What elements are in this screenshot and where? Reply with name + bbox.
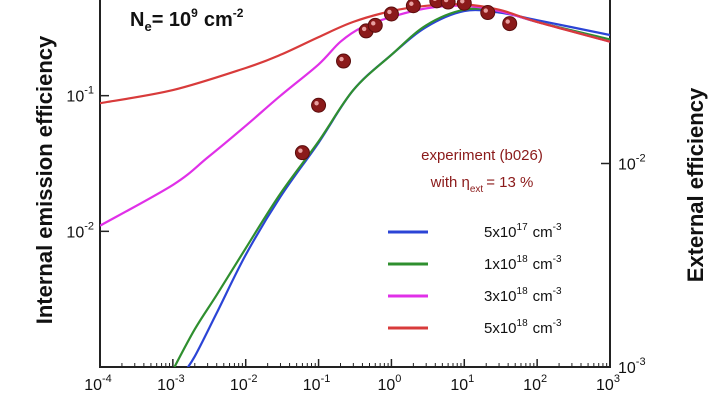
legend-label: 1x1018 cm-3 xyxy=(484,254,562,273)
experiment-point-highlight xyxy=(505,19,510,24)
y2-tick-label: 10-3 xyxy=(618,356,646,377)
x-tick-label: 10-2 xyxy=(230,373,258,394)
experiment-point xyxy=(336,53,352,69)
x-tick-label: 103 xyxy=(596,373,620,394)
experiment-point xyxy=(440,0,456,10)
legend-label: 5x1017 cm-3 xyxy=(484,222,562,241)
experiment-point-highlight xyxy=(371,21,376,26)
x-tick-label: 10-4 xyxy=(84,373,112,394)
y2-tick-label: 10-2 xyxy=(618,153,646,174)
experiment-point-highlight xyxy=(314,101,319,106)
experiment-point-highlight xyxy=(443,0,449,3)
x-tick-label: 102 xyxy=(523,373,547,394)
plot-area xyxy=(99,0,611,368)
series-line-4 xyxy=(100,3,610,105)
experiment-label-line2: with ηext = 13 % xyxy=(430,174,534,195)
experiment-point-highlight xyxy=(483,8,488,13)
experiment-label-line1: experiment (b026) xyxy=(421,147,543,164)
experiment-point-highlight xyxy=(339,56,344,62)
experiment-point-highlight xyxy=(361,26,367,32)
experiment-point xyxy=(502,16,518,32)
y-tick-label: 10-1 xyxy=(66,85,94,106)
y-tick-label: 10-2 xyxy=(66,220,94,241)
legend-label: 3x1018 cm-3 xyxy=(484,286,562,305)
experiment-point xyxy=(367,17,383,33)
y2-axis-label: External efficiency xyxy=(683,87,708,282)
legend-label: 5x1018 cm-3 xyxy=(484,318,562,337)
experiment-point xyxy=(294,145,310,161)
axes-layer: 10-410-310-210-110010110210310-110-210-1… xyxy=(66,85,646,394)
curves-layer xyxy=(100,3,610,367)
chart-title: Ne= 109 cm-2 xyxy=(130,6,244,34)
experiment-point-highlight xyxy=(409,1,414,6)
x-tick-label: 100 xyxy=(377,373,401,394)
experiment-point-highlight xyxy=(432,0,437,2)
legend: 5x1017 cm-3 1x1018 cm-3 3x1018 cm-3 5x1018 cm-3 xyxy=(388,222,562,337)
x-tick-label: 10-1 xyxy=(303,373,331,394)
experiment-markers xyxy=(294,0,518,161)
x-tick-label: 10-3 xyxy=(157,373,185,394)
experiment-label: experiment (b026) with ηext = 13 % xyxy=(421,147,543,195)
experiment-point xyxy=(405,0,421,14)
experiment-point-highlight xyxy=(298,148,303,153)
experiment-point-highlight xyxy=(460,0,465,4)
experiment-point-highlight xyxy=(387,9,392,15)
experiment-point xyxy=(383,6,399,22)
experiment-point xyxy=(311,97,327,113)
series-line-3 xyxy=(100,4,610,227)
x-tick-label: 101 xyxy=(450,373,474,394)
y-axis-label: Internal emission efficiency xyxy=(32,35,57,324)
experiment-point xyxy=(480,5,496,21)
